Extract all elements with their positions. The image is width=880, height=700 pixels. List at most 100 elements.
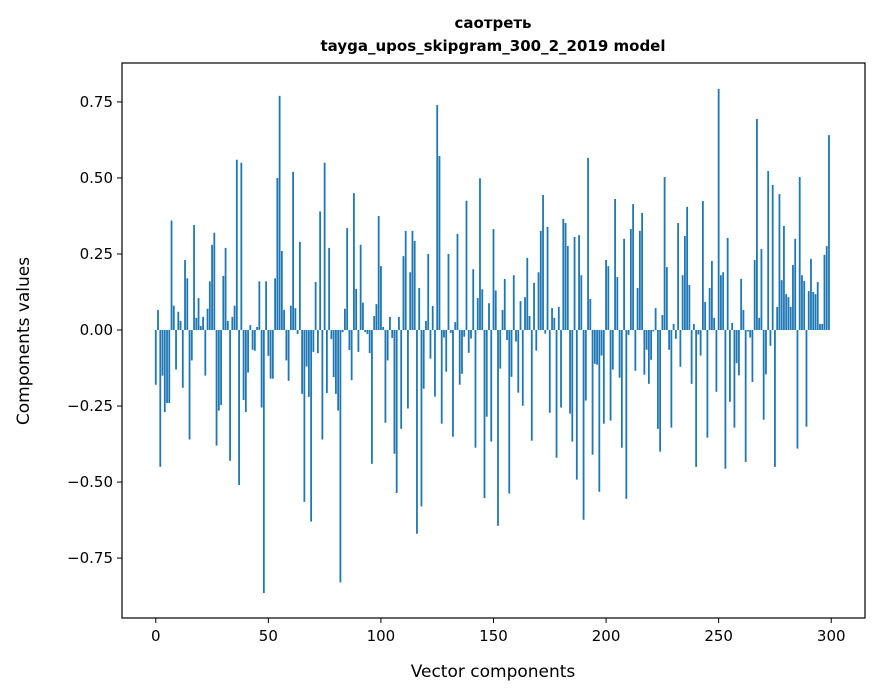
bar-81 (337, 330, 340, 411)
bar-143 (476, 298, 479, 331)
bar-193 (589, 298, 592, 331)
bar-247 (710, 260, 713, 331)
bar-280 (785, 294, 788, 331)
bar-285 (796, 330, 799, 449)
bar-276 (776, 306, 779, 331)
bar-41 (247, 330, 249, 373)
bar-37 (238, 330, 240, 486)
bar-221 (652, 330, 655, 332)
bar-196 (596, 330, 598, 365)
bar-296 (821, 323, 824, 331)
bar-125 (436, 104, 439, 331)
bar-44 (253, 330, 256, 351)
bar-94 (366, 330, 369, 334)
bar-271 (765, 330, 767, 375)
bar-250 (717, 88, 720, 331)
bar-46 (258, 281, 261, 331)
bar-279 (783, 226, 785, 331)
bar-265 (751, 330, 754, 383)
bar-170 (537, 272, 540, 331)
bar-55 (278, 95, 281, 331)
x-tick-label: 50 (259, 627, 278, 645)
bar-288 (803, 281, 806, 331)
bar-152 (497, 330, 499, 526)
bar-92 (362, 302, 364, 331)
bar-157 (508, 330, 511, 494)
bar-189 (580, 275, 583, 331)
bar-283 (792, 264, 794, 331)
bar-249 (715, 330, 718, 392)
bar-218 (645, 330, 648, 350)
x-tick-label: 250 (704, 627, 733, 645)
bar-223 (656, 330, 659, 429)
bar-201 (607, 266, 610, 331)
bar-176 (551, 308, 553, 331)
bar-233 (679, 330, 682, 367)
bar-232 (677, 222, 680, 331)
bar-230 (672, 323, 675, 331)
bar-270 (762, 330, 765, 420)
bar-290 (807, 291, 810, 331)
bar-5 (166, 330, 168, 403)
bar-1 (157, 309, 159, 331)
bar-77 (328, 247, 331, 331)
bar-25 (211, 244, 213, 331)
bar-162 (519, 301, 522, 331)
bar-173 (544, 330, 547, 334)
bar-11 (179, 320, 182, 331)
bar-140 (470, 330, 472, 339)
bar-98 (375, 304, 378, 331)
bar-79 (332, 330, 335, 378)
bar-299 (828, 135, 830, 331)
bar-139 (467, 330, 470, 353)
bar-49 (265, 281, 267, 331)
x-tick-label: 0 (151, 627, 161, 645)
bar-122 (429, 330, 432, 359)
bar-18 (195, 317, 198, 331)
bar-51 (269, 330, 272, 379)
x-tick-label: 300 (817, 627, 846, 645)
bar-144 (479, 178, 481, 331)
bar-159 (512, 275, 515, 331)
bar-291 (810, 258, 812, 331)
bar-185 (571, 330, 574, 442)
bar-128 (443, 330, 445, 338)
bar-231 (674, 330, 677, 339)
bar-86 (348, 330, 351, 351)
bar-80 (334, 330, 337, 394)
bar-275 (774, 330, 776, 467)
bar-243 (701, 201, 704, 331)
bar-225 (661, 315, 664, 331)
bar-272 (767, 170, 770, 331)
bar-129 (445, 330, 448, 372)
bar-85 (346, 228, 349, 331)
bar-297 (823, 254, 826, 331)
bar-67 (305, 330, 308, 367)
bar-235 (683, 236, 686, 331)
bar-87 (350, 330, 353, 381)
bar-19 (197, 298, 200, 331)
bar-102 (384, 330, 387, 423)
bar-259 (738, 330, 740, 376)
bar-293 (814, 294, 817, 331)
bar-64 (298, 241, 301, 331)
bar-169 (535, 330, 538, 351)
bar-268 (758, 317, 761, 331)
bar-52 (271, 330, 274, 379)
bar-298 (825, 246, 828, 331)
bar-63 (296, 330, 299, 334)
bar-226 (663, 177, 666, 331)
bar-138 (465, 200, 468, 331)
bar-137 (463, 330, 466, 337)
bar-76 (325, 330, 328, 393)
bar-35 (233, 305, 236, 331)
bar-108 (398, 316, 400, 331)
bar-195 (593, 330, 596, 364)
bar-281 (787, 297, 790, 331)
bar-255 (729, 330, 731, 402)
bar-216 (641, 212, 644, 331)
plot-frame (121, 62, 866, 619)
bar-34 (231, 316, 234, 331)
bar-109 (400, 330, 403, 429)
bar-88 (353, 193, 355, 331)
